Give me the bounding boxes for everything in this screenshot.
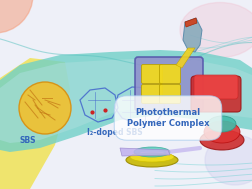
FancyBboxPatch shape (142, 84, 163, 104)
Ellipse shape (134, 147, 170, 157)
Polygon shape (120, 148, 170, 156)
Ellipse shape (204, 121, 240, 143)
Text: I₂-doped SBS: I₂-doped SBS (87, 128, 143, 137)
Ellipse shape (200, 130, 244, 150)
Polygon shape (176, 48, 195, 68)
Ellipse shape (130, 152, 174, 162)
Polygon shape (0, 58, 252, 143)
FancyBboxPatch shape (160, 84, 180, 104)
Text: Photothermal
Polymer Complex: Photothermal Polymer Complex (127, 108, 209, 128)
FancyBboxPatch shape (191, 76, 241, 112)
Circle shape (0, 0, 33, 33)
Circle shape (19, 82, 71, 134)
FancyBboxPatch shape (194, 75, 238, 99)
FancyBboxPatch shape (142, 64, 163, 84)
Polygon shape (183, 18, 202, 52)
Ellipse shape (126, 153, 178, 167)
Polygon shape (0, 50, 252, 152)
Polygon shape (185, 18, 197, 27)
Ellipse shape (180, 2, 252, 57)
Polygon shape (0, 58, 70, 189)
FancyBboxPatch shape (160, 64, 180, 84)
FancyBboxPatch shape (135, 57, 203, 111)
Ellipse shape (205, 135, 252, 185)
Ellipse shape (208, 116, 236, 132)
Text: SBS: SBS (20, 136, 37, 145)
